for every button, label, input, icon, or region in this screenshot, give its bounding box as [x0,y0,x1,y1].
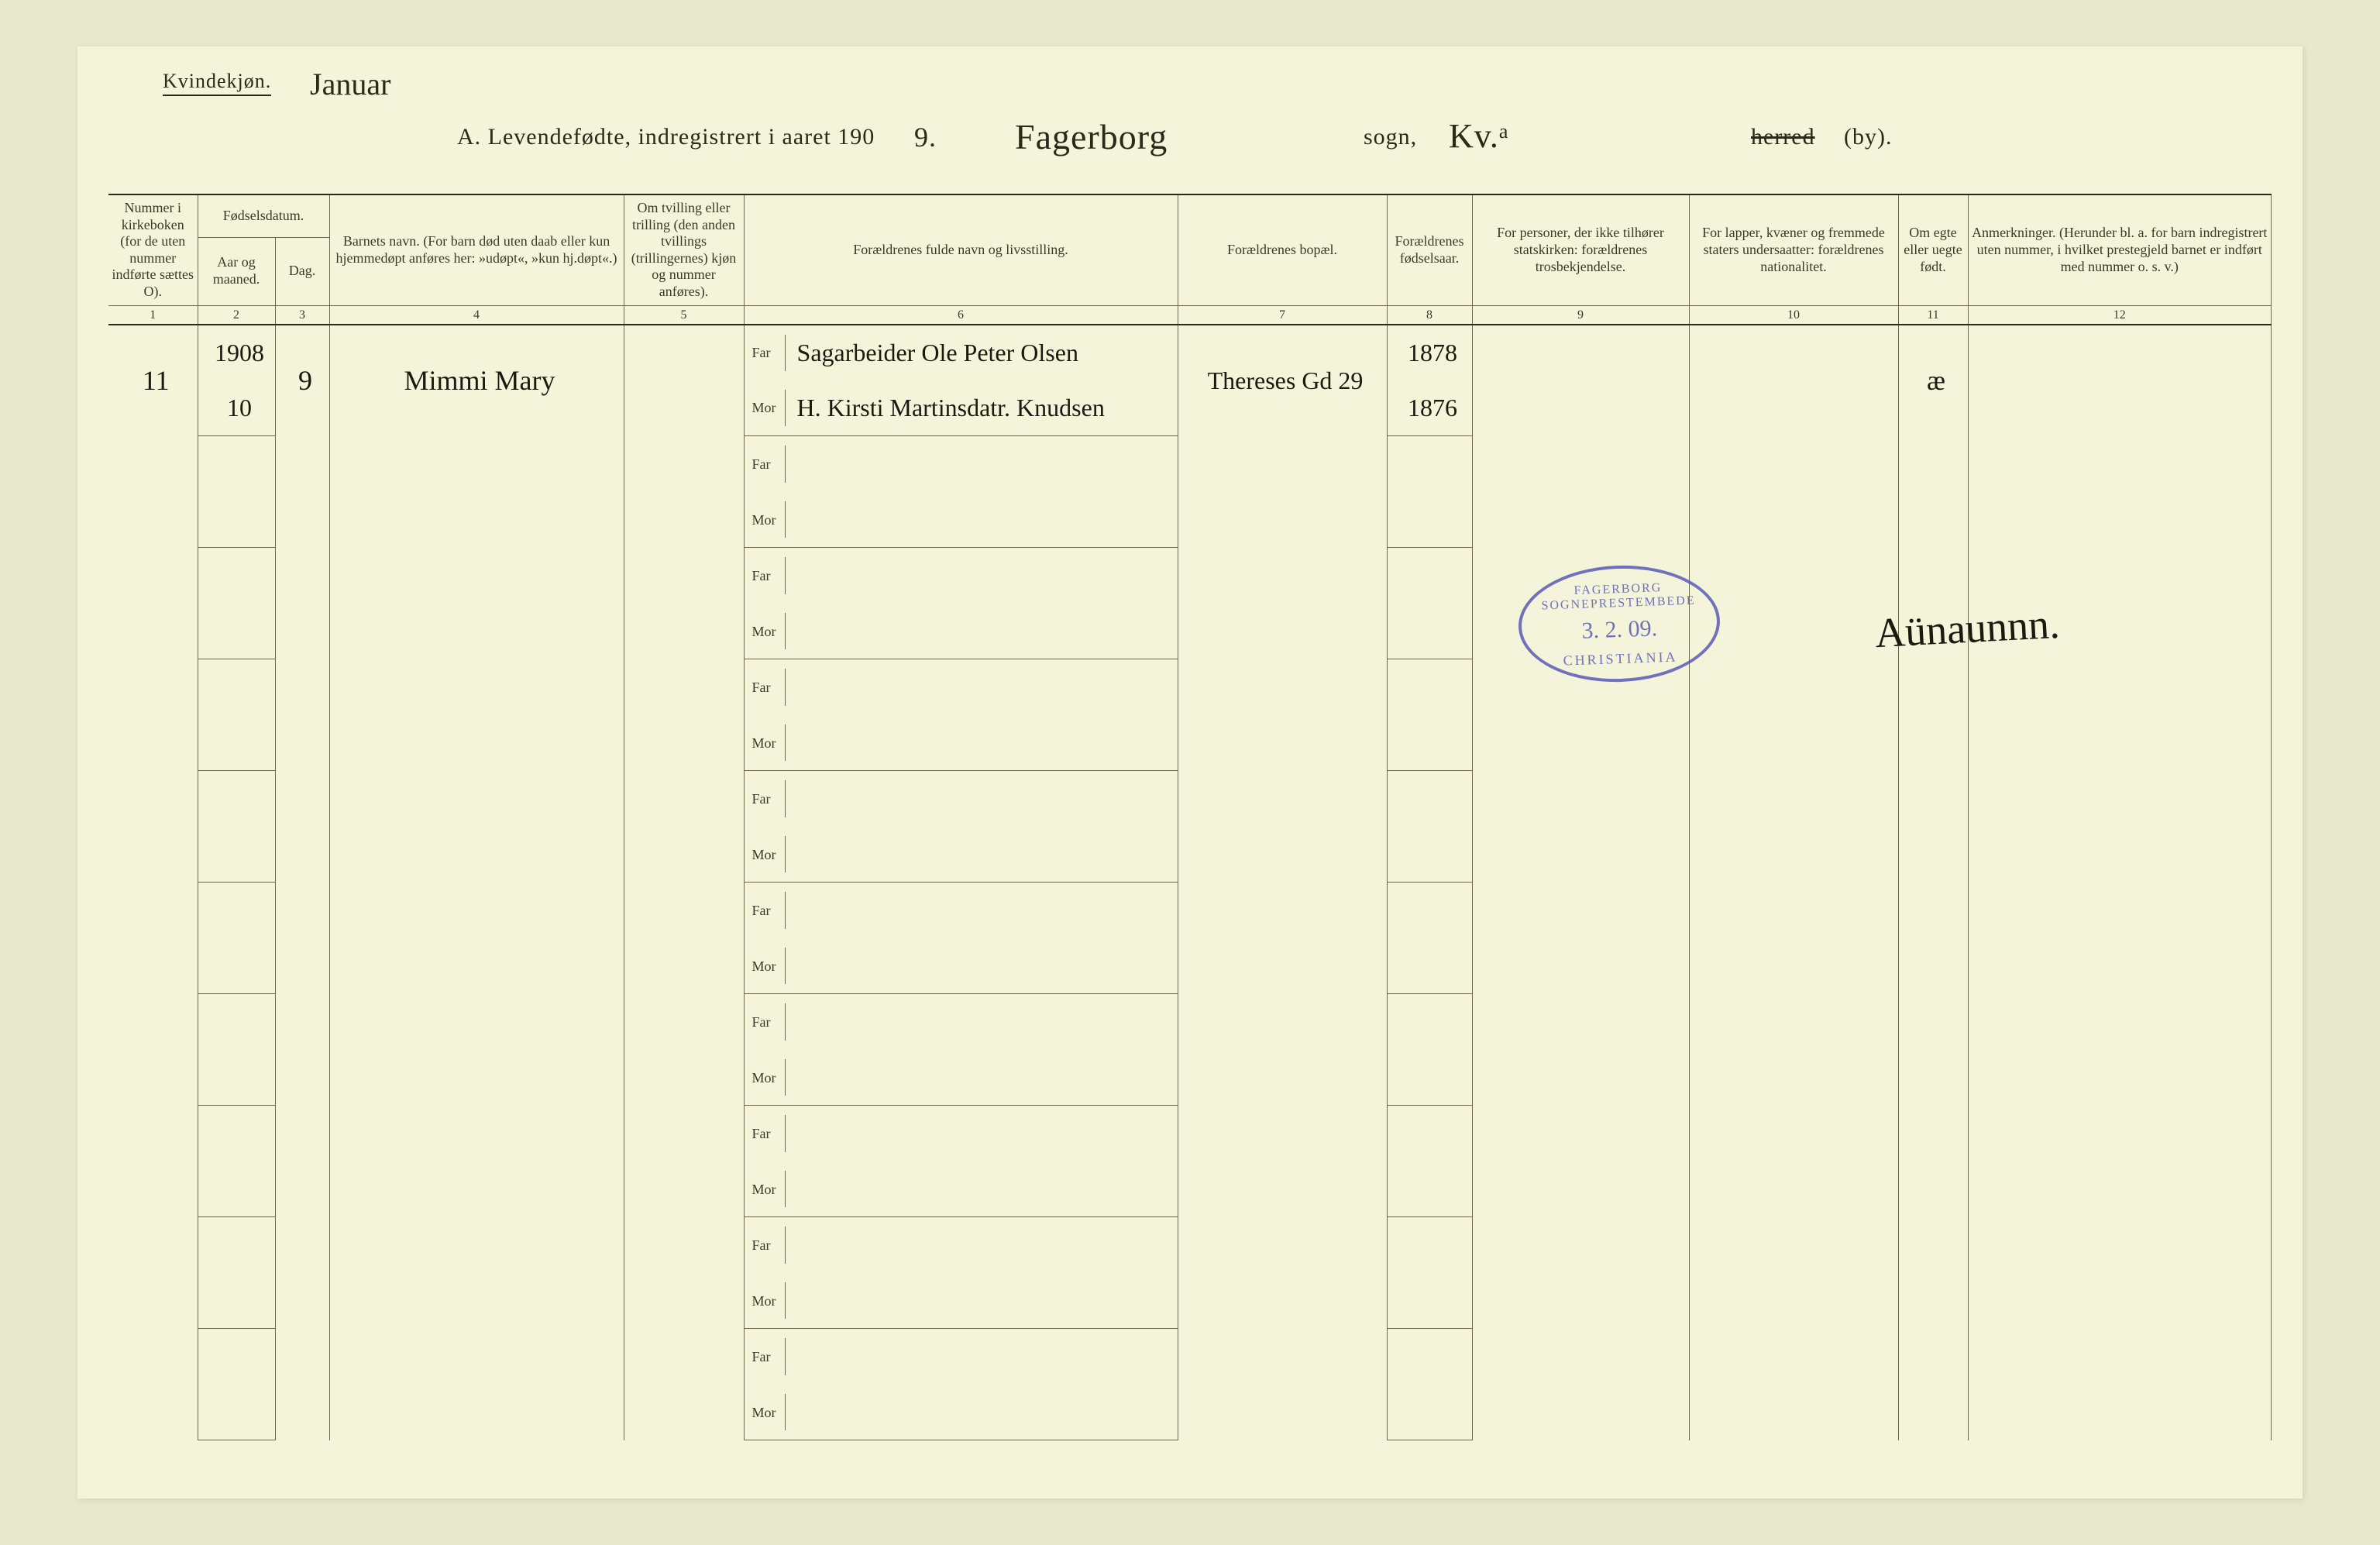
title-printed: A. Levendefødte, indregistrert i aaret 1… [457,124,875,150]
entry-1-year: 1908 [198,325,275,380]
col-header-3: Dag. [275,237,329,305]
colnum-8: 8 [1387,305,1472,325]
colnum-7: 7 [1178,305,1387,325]
colnum-6: 6 [744,305,1178,325]
colnum-3: 3 [275,305,329,325]
entry-1-mor-year: 1876 [1387,380,1472,436]
month-handwritten: Januar [310,66,390,102]
colnum-5: 5 [624,305,744,325]
colnum-9: 9 [1472,305,1689,325]
entry-1-month: 10 [198,380,275,436]
col-header-7: Forældrenes bopæl. [1178,194,1387,305]
colnum-1: 1 [108,305,198,325]
header-row-1: Nummer i kirke­boken (for de uten nummer… [108,194,2272,237]
empty-row: Far [108,1329,2272,1385]
col-header-6: Forældrenes fulde navn og livsstilling. [744,194,1178,305]
col-header-11: Om egte eller uegte født. [1898,194,1968,305]
entry-1-bopal: Thereses Gd 29 [1178,325,1387,436]
entry-1-day: 9 [275,325,329,436]
entry-1-num: 11 [108,325,198,436]
header-title: A. Levendefødte, indregistrert i aaret 1… [108,124,2272,170]
col-header-1: Nummer i kirke­boken (for de uten nummer… [108,194,198,305]
col-header-10: For lapper, kvæner og fremmede staters u… [1689,194,1898,305]
entry-1-nat [1689,325,1898,436]
colnum-11: 11 [1898,305,1968,325]
entry-1-egte: æ [1898,325,1968,436]
col-header-2: Aar og maaned. [198,237,275,305]
record-page: Kvindekjøn. Januar A. Levendefødte, indr… [77,46,2303,1499]
colnum-10: 10 [1689,305,1898,325]
colnum-2: 2 [198,305,275,325]
colnum-4: 4 [329,305,624,325]
colnum-12: 12 [1968,305,2271,325]
col-header-23-group: Fødselsdatum. [198,194,329,237]
parish-hand: Fagerborg [1015,116,1168,157]
register-table: Nummer i kirke­boken (for de uten nummer… [108,194,2272,1440]
far-label: Far [752,345,787,361]
empty-row: Far [108,436,2272,492]
entry-1-mor-text: H. Kirsti Martinsdatr. Knudsen [791,394,1105,422]
entry-1-notes [1968,325,2271,436]
empty-row: Far [108,883,2272,938]
entry-1-far-year: 1878 [1387,325,1472,380]
by-label: (by). [1844,124,1892,150]
empty-row: Far [108,994,2272,1050]
col-header-5: Om tvilling eller trilling (den anden tv… [624,194,744,305]
empty-row: Far [108,771,2272,827]
mor-label: Mor [752,400,787,416]
empty-row: Far [108,1106,2272,1161]
col-header-4: Barnets navn. (For barn død uten daab el… [329,194,624,305]
header-top: Kvindekjøn. Januar [108,70,2272,108]
col-header-12: Anmerkninger. (Herunder bl. a. for barn … [1968,194,2271,305]
entry-1-far-cell: Far Sagarbeider Ole Peter Olsen [744,325,1178,380]
entry-1-mor-cell: Mor H. Kirsti Martinsdatr. Knudsen [744,380,1178,436]
entry-1-far-text: Sagarbeider Ole Peter Olsen [791,339,1078,367]
sogn-label: sogn, [1364,124,1417,150]
entry-1-twin [624,325,744,436]
empty-row: Far [108,1217,2272,1273]
table-body: 11 1908 9 Mimmi Mary Far Sagarbeider Ole… [108,325,2272,1440]
herred-struck: herred [1751,124,1815,150]
empty-row: Far [108,659,2272,715]
column-number-row: 1 2 3 4 5 6 7 8 9 10 11 12 [108,305,2272,325]
kv-hand: Kv.ᵃ [1449,116,1509,156]
empty-row: Far [108,548,2272,604]
entry-1-child: Mimmi Mary [329,325,624,436]
entry-1-religion [1472,325,1689,436]
year-suffix-hand: 9. [914,121,937,153]
col-header-9: For personer, der ikke tilhører statskir… [1472,194,1689,305]
gender-label: Kvindekjøn. [163,70,271,96]
col-header-8: For­ældrenes fødsels­aar. [1387,194,1472,305]
entry-1-far-row: 11 1908 9 Mimmi Mary Far Sagarbeider Ole… [108,325,2272,380]
